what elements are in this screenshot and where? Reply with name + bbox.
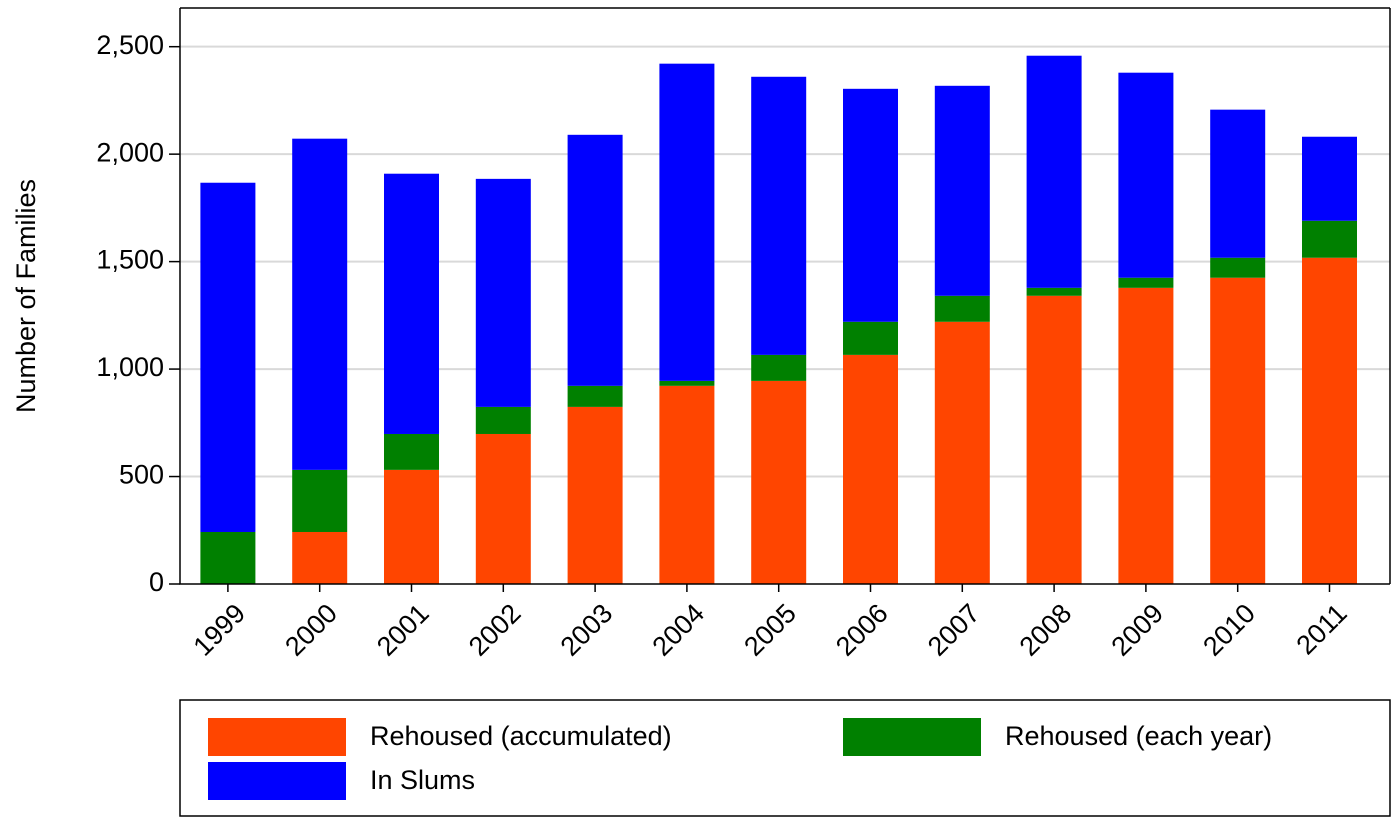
y-tick-label: 2,500 xyxy=(96,30,164,60)
bar-segment xyxy=(843,321,898,355)
legend-box xyxy=(179,699,1391,817)
y-tick-label: 1,500 xyxy=(96,245,164,275)
bar-segment xyxy=(475,433,531,584)
legend-label: In Slums xyxy=(370,765,475,795)
bar-segment xyxy=(475,178,531,407)
bar-segment xyxy=(292,469,348,532)
bar-segment xyxy=(1026,287,1082,296)
bar-segment xyxy=(567,134,623,386)
legend-label: Rehoused (accumulated) xyxy=(370,721,672,751)
legend-swatch xyxy=(208,762,346,800)
legend-swatch xyxy=(208,718,346,756)
bar-segment xyxy=(751,354,807,381)
bar-segment xyxy=(384,433,439,470)
bar-segment xyxy=(1210,257,1266,278)
bar-segment xyxy=(384,173,439,434)
bar-segment xyxy=(1118,277,1174,288)
bar-segment xyxy=(1210,109,1266,258)
legend-swatch xyxy=(843,718,981,756)
bar-segment xyxy=(843,354,898,584)
bar-segment xyxy=(934,321,990,584)
bar-segment xyxy=(934,295,990,322)
bar-segment xyxy=(1026,55,1082,288)
bar-segment xyxy=(659,385,715,584)
bar-segment xyxy=(384,469,439,584)
y-tick-label: 1,000 xyxy=(96,352,164,382)
bar-segment xyxy=(1210,277,1266,584)
y-tick-label: 500 xyxy=(119,460,164,490)
bar-segment xyxy=(1302,257,1357,584)
bar-segment xyxy=(567,385,623,407)
y-axis-label: Number of Families xyxy=(11,179,41,413)
bar-segment xyxy=(843,88,898,322)
bar-segment xyxy=(659,380,715,386)
bar-segment xyxy=(200,531,256,584)
bar-segment xyxy=(1302,136,1357,221)
bar-segment xyxy=(659,63,715,381)
bar-segment xyxy=(1118,72,1174,278)
bar-segment xyxy=(475,406,531,434)
bar-segment xyxy=(1302,220,1357,258)
y-tick-label: 0 xyxy=(149,567,164,597)
bar-segment xyxy=(292,531,348,584)
bar-segment xyxy=(292,138,348,470)
bar-segment xyxy=(751,380,807,584)
legend-label: Rehoused (each year) xyxy=(1005,721,1272,751)
bar-segment xyxy=(934,85,990,296)
bar-segment xyxy=(567,406,623,584)
y-tick-label: 2,000 xyxy=(96,137,164,167)
bar-segment xyxy=(751,76,807,355)
axes-frame xyxy=(179,8,1390,585)
bar-segment xyxy=(1026,295,1082,584)
bar-segment xyxy=(1118,287,1174,584)
bar-segment xyxy=(200,182,256,532)
